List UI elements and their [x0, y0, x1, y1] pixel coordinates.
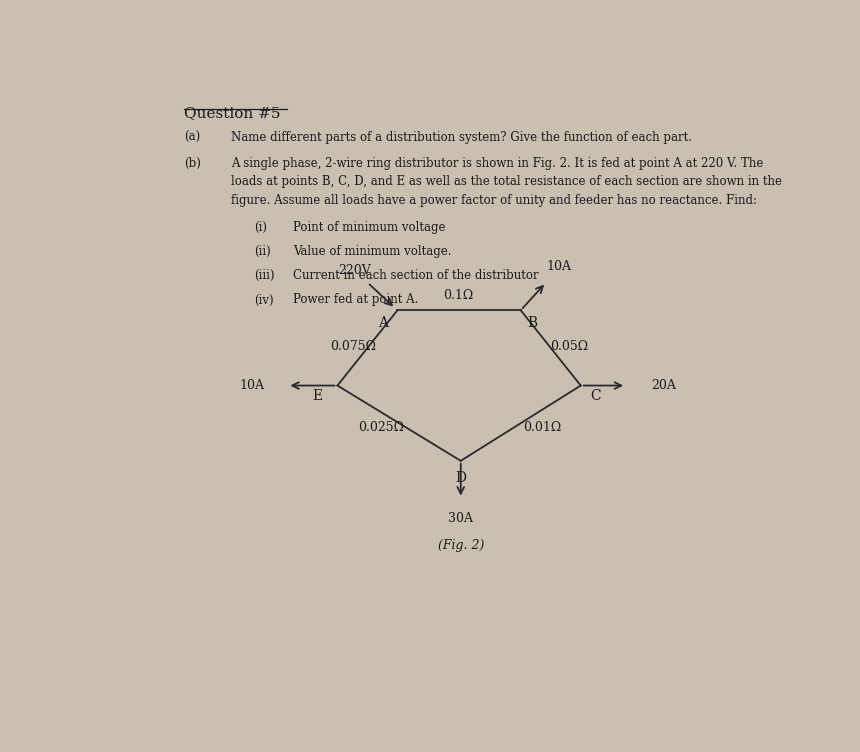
Text: (iii): (iii) — [255, 269, 274, 282]
Text: (a): (a) — [184, 131, 200, 144]
Text: Point of minimum voltage: Point of minimum voltage — [292, 220, 445, 234]
Text: E: E — [312, 389, 322, 403]
Text: 220V: 220V — [338, 264, 371, 277]
Text: 0.1Ω: 0.1Ω — [444, 290, 474, 302]
Text: Name different parts of a distribution system? Give the function of each part.: Name different parts of a distribution s… — [230, 131, 691, 144]
Text: A single phase, 2-wire ring distributor is shown in Fig. 2. It is fed at point A: A single phase, 2-wire ring distributor … — [230, 157, 782, 207]
Text: 10A: 10A — [547, 259, 572, 273]
Text: Value of minimum voltage.: Value of minimum voltage. — [292, 245, 452, 258]
Text: (Fig. 2): (Fig. 2) — [438, 539, 484, 552]
Text: 0.01Ω: 0.01Ω — [523, 420, 562, 434]
Text: 30A: 30A — [448, 512, 473, 525]
Text: D: D — [455, 472, 466, 485]
Text: Power fed at point A.: Power fed at point A. — [292, 293, 418, 307]
Text: (b): (b) — [184, 157, 201, 170]
Text: (iv): (iv) — [255, 293, 273, 307]
Text: 10A: 10A — [239, 379, 264, 392]
Text: 0.05Ω: 0.05Ω — [550, 340, 588, 353]
Text: C: C — [590, 389, 600, 403]
Text: B: B — [528, 316, 538, 330]
Text: 0.075Ω: 0.075Ω — [329, 340, 376, 353]
Text: 20A: 20A — [651, 379, 676, 392]
Text: Current in each section of the distributor: Current in each section of the distribut… — [292, 269, 538, 282]
Text: (ii): (ii) — [255, 245, 271, 258]
Text: Question #5: Question #5 — [184, 107, 280, 120]
Text: A: A — [378, 316, 388, 330]
Text: 0.025Ω: 0.025Ω — [358, 420, 403, 434]
Text: (i): (i) — [255, 220, 267, 234]
